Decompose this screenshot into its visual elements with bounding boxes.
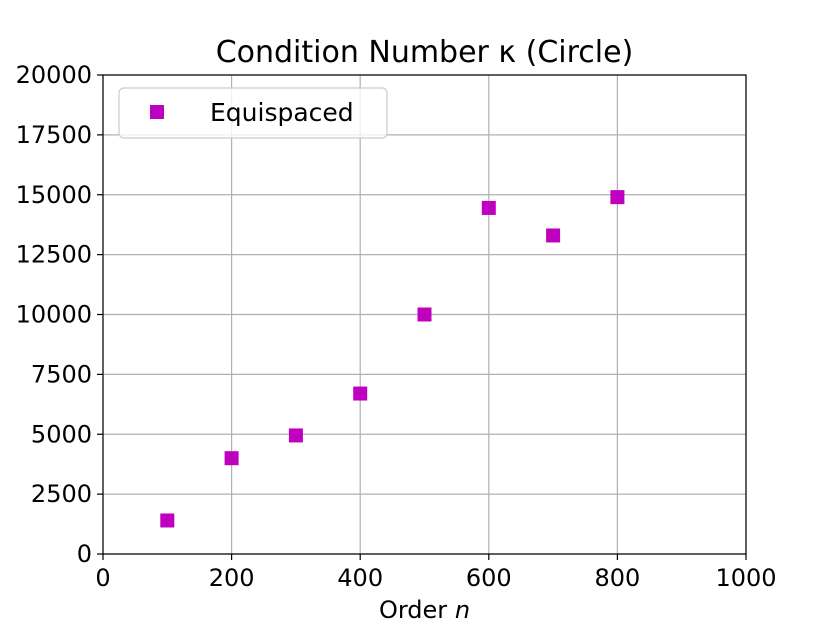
data-point-600 [482,201,496,215]
y-tick-label: 15000 [16,181,92,209]
x-tick-label: 200 [209,564,255,592]
axis-ticks: 0 200 400 600 800 100002500500075001000012500… [16,61,777,592]
data-point-800 [610,190,624,204]
data-point-200 [225,451,239,465]
x-tick-label: 800 [594,564,640,592]
x-tick-label: 600 [466,564,512,592]
y-tick-label: 5000 [31,420,92,448]
y-tick-label: 20000 [16,61,92,89]
data-point-500 [418,308,432,322]
data-points [160,190,624,527]
legend-label-equispaced: Equispaced [210,98,354,127]
x-axis-title-text: Order [379,596,447,623]
data-point-400 [353,387,367,401]
y-tick-label: 10000 [16,301,92,329]
y-tick-label: 17500 [16,121,92,149]
y-tick-label: 7500 [31,360,92,388]
x-tick-label: 0 [95,564,110,592]
y-tick-label: 2500 [31,480,92,508]
data-point-100 [160,513,174,527]
data-point-700 [546,228,560,242]
x-tick-label: 1000 [715,564,776,592]
y-tick-label: 0 [77,540,92,568]
x-tick-label: 400 [337,564,383,592]
legend: Equispaced [119,88,387,138]
legend-marker-equispaced [150,105,164,119]
chart-title: Condition Number κ (Circle) [216,35,634,70]
y-tick-label: 12500 [16,241,92,269]
x-axis-title-variable: n [455,596,470,623]
data-point-300 [289,428,303,442]
x-axis-title: Order n [379,596,470,623]
